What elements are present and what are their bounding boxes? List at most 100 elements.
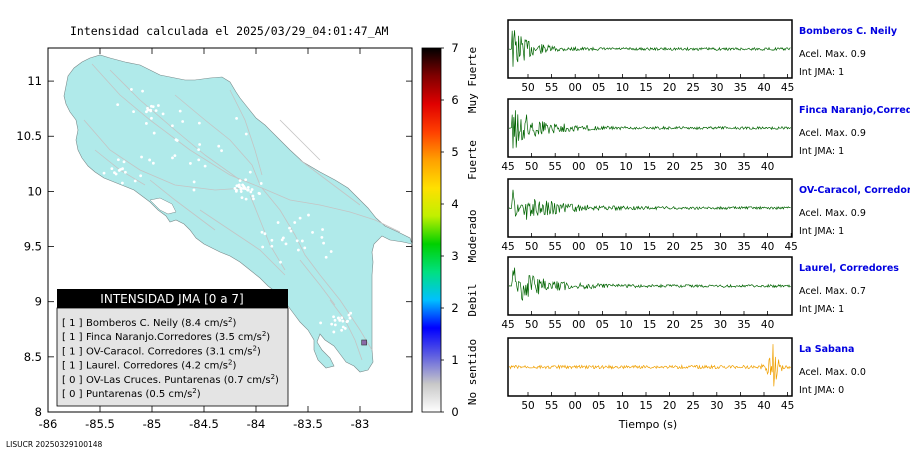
int-jma-label: Int JMA: 0 [799, 385, 844, 396]
legend-item-label: Bomberos C. Neily (8.4 cm/s2) [86, 316, 237, 329]
legend-item-close: ) [197, 389, 201, 400]
town-dot [150, 116, 153, 120]
town-dot [116, 103, 120, 107]
map-y-tick-label: 8.5 [24, 350, 42, 364]
town-dot [346, 319, 349, 323]
town-dot [333, 318, 337, 322]
legend-item-label: Laurel. Corredores (4.2 cm/s2) [86, 359, 236, 372]
town-dot [238, 179, 242, 183]
accel-max-label: Acel. Max. 0.9 [799, 208, 866, 219]
waveform-tick-label: 45 [785, 241, 798, 253]
int-jma-label: Int JMA: 1 [799, 226, 844, 237]
town-dot [171, 124, 174, 128]
town-dot [260, 230, 264, 234]
town-dot [192, 180, 196, 184]
town-dot [140, 155, 143, 159]
town-dot [270, 244, 274, 248]
town-dot [151, 161, 155, 165]
town-dot [261, 245, 265, 249]
time-axis-label: Tiempo (s) [618, 418, 677, 431]
town-dot [319, 321, 323, 325]
waveform-tick-label: 55 [549, 241, 562, 253]
town-dot [270, 238, 274, 242]
legend-title: INTENSIDAD JMA [0 a 7] [100, 292, 243, 306]
colorbar-gradient [422, 48, 441, 412]
waveform-tick-label: 50 [525, 241, 538, 253]
waveform-tick-label: 40 [761, 161, 774, 173]
waveform-tick-label: 40 [757, 82, 770, 94]
map-y-tick-label: 8 [35, 405, 42, 419]
town-dot [276, 221, 280, 224]
waveform-tick-label: 45 [781, 82, 794, 94]
waveform-tick-label: 30 [710, 82, 723, 94]
waveform-tick-label: 25 [690, 161, 703, 173]
waveform-frame [507, 337, 793, 397]
waveform-tick-label: 50 [525, 319, 538, 331]
waveform-tick-label: 50 [521, 82, 534, 94]
town-dot [149, 104, 153, 108]
waveform-tick-label: 15 [639, 400, 652, 412]
legend-item-label: Puntarenas (0.5 cm/s2) [86, 387, 201, 400]
costa-rica-land [63, 54, 413, 373]
waveform-tick-label: 25 [687, 400, 700, 412]
waveform-tick-label: 25 [690, 319, 703, 331]
waveform-tick-label: 45 [501, 161, 514, 173]
map-y-tick-label: 10 [27, 184, 42, 198]
town-dot [178, 109, 182, 113]
town-dot [321, 228, 324, 231]
town-dot [235, 184, 239, 188]
town-dot [311, 230, 314, 234]
town-dot [234, 189, 238, 193]
waveform-tick-label: 05 [592, 400, 605, 412]
waveform-tick-label: 35 [734, 400, 747, 412]
legend-item-text: Bomberos C. Neily (8.4 cm/s [86, 318, 228, 329]
town-dot [332, 330, 336, 334]
town-dot [189, 162, 192, 165]
station-name: Bomberos C. Neily [799, 26, 898, 37]
colorbar-tick-label: 6 [451, 93, 458, 107]
town-dot [173, 154, 177, 158]
town-dot [181, 120, 185, 123]
map-x-axis: -86 -85.5 -85 -84.5 -84 -83.5 -83 [39, 48, 369, 431]
town-dot [340, 328, 343, 332]
town-dot [116, 158, 120, 162]
waveform-tick-label: 55 [545, 400, 558, 412]
town-dot [258, 192, 262, 195]
waveform-tick-label: 10 [619, 161, 632, 173]
accel-max-label: Acel. Max. 0.9 [799, 128, 866, 139]
town-dot [235, 116, 238, 120]
legend-item-sup: 2 [228, 359, 232, 367]
accel-max-label: Acel. Max. 0.0 [799, 367, 866, 378]
waveform-tick-label: 00 [572, 319, 585, 331]
town-dot [124, 170, 127, 174]
colorbar-tick-label: 2 [451, 301, 458, 315]
legend-item-sup: 2 [252, 344, 256, 352]
waveform-tick-label: 05 [592, 82, 605, 94]
town-markers [97, 88, 353, 334]
map-y-tick-label: 10.5 [16, 129, 42, 143]
legend-item-code: [ 0 ] [62, 375, 83, 386]
town-dot [307, 213, 310, 217]
town-dot [250, 188, 254, 191]
waveform-tick-label: 40 [757, 400, 770, 412]
town-dot [280, 238, 284, 242]
colorbar-tick-label: 5 [451, 145, 458, 159]
waveform-tick-label: 00 [569, 400, 582, 412]
town-dot [97, 181, 101, 185]
legend-item-sup: 2 [228, 316, 232, 324]
town-dot [239, 187, 243, 190]
waveform-trace [508, 267, 791, 302]
colorbar-category-label: Muy Fuerte [466, 47, 479, 113]
map-y-tick-label: 9 [35, 295, 42, 309]
town-dot [203, 164, 207, 168]
waveform-tick-label: 20 [667, 319, 680, 331]
legend-item-close: ) [257, 346, 261, 357]
footer-code: LISUCR 20250329100148 [6, 440, 103, 449]
town-dot [240, 196, 244, 200]
town-dot [120, 181, 124, 185]
waveform-tick-label: 10 [619, 241, 632, 253]
town-dot [343, 327, 347, 330]
page-title: Intensidad calculada el 2025/03/29_04:01… [70, 24, 389, 38]
map-x-tick-label: -85.5 [85, 417, 115, 431]
town-dot [288, 226, 291, 230]
